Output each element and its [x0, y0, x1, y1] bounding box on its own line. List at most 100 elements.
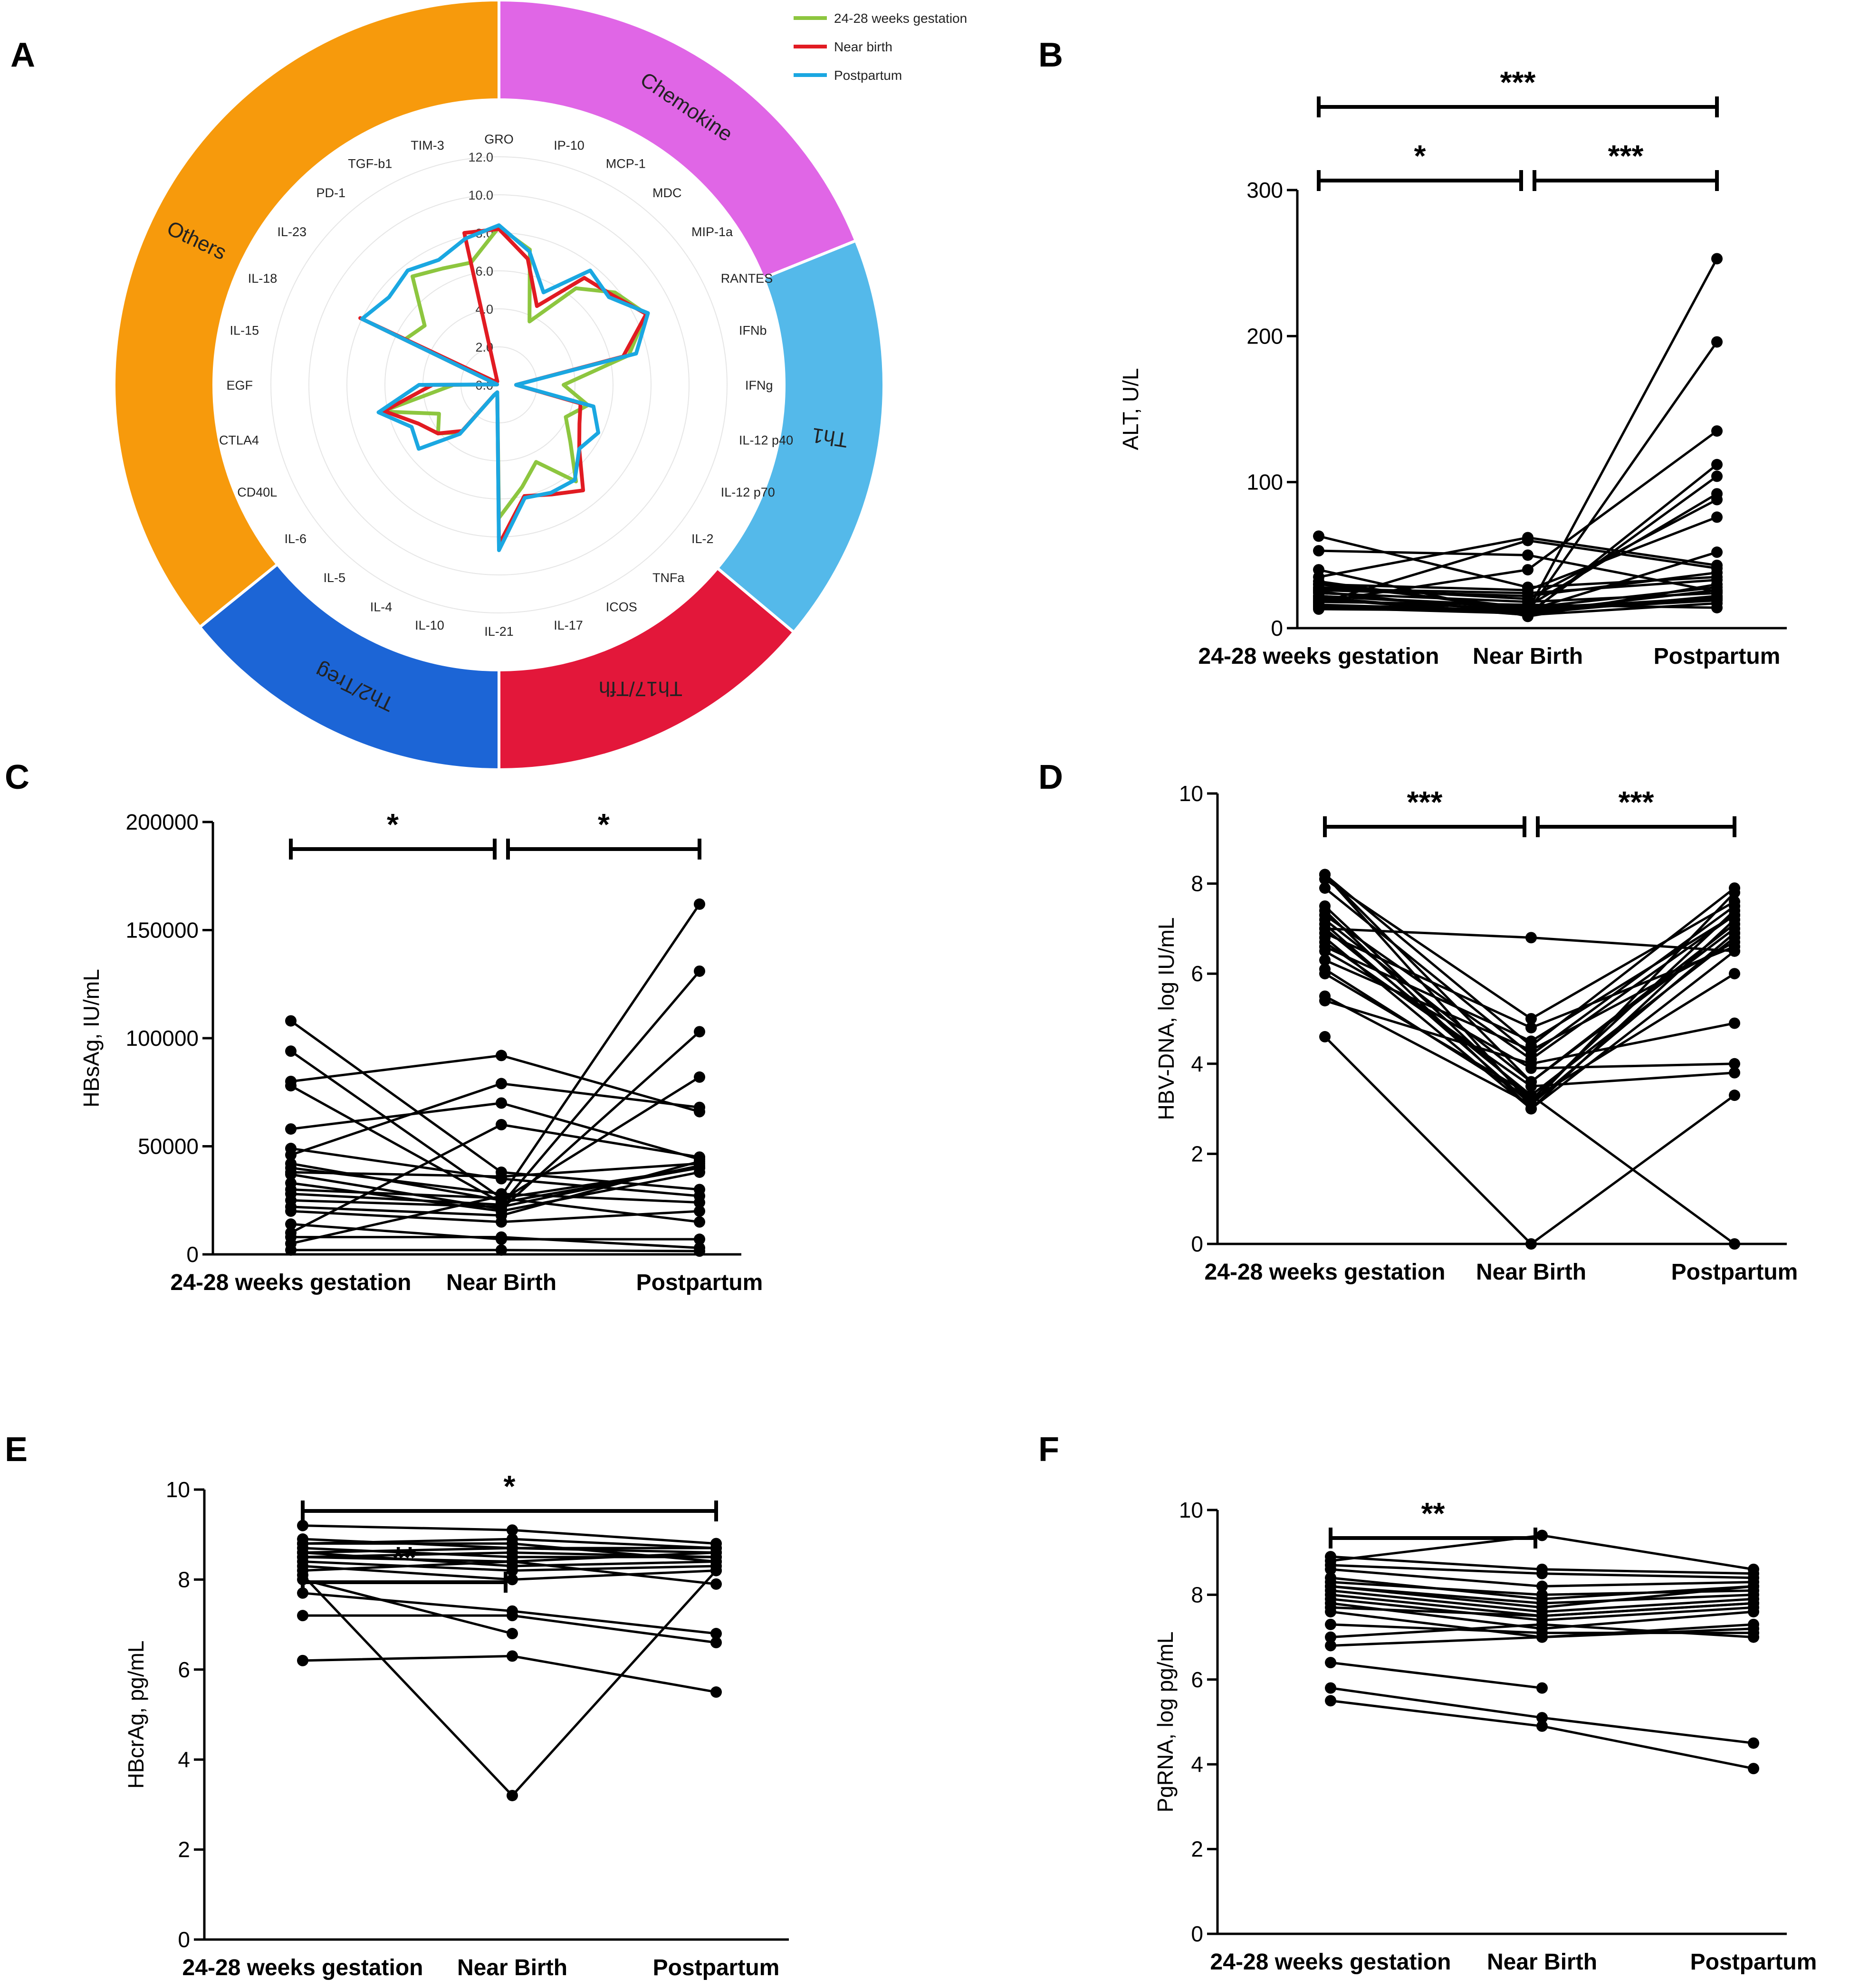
ring-sector-chemokine	[498, 0, 858, 280]
y-tick-label: 6	[1191, 961, 1203, 986]
ring-sector-th17-tfh	[498, 566, 796, 772]
data-point	[1525, 1013, 1537, 1024]
subject-line	[290, 1020, 700, 1191]
data-point	[1711, 494, 1723, 506]
data-point	[1525, 1044, 1537, 1056]
data-point	[694, 1196, 705, 1208]
data-point	[1711, 574, 1723, 586]
data-point	[1313, 600, 1324, 612]
x-category-label: Near Birth	[1476, 1260, 1586, 1285]
data-point	[1325, 1602, 1336, 1614]
data-point	[285, 1143, 297, 1155]
radar-axis-label: TGF-b1	[348, 156, 392, 171]
data-point	[694, 1026, 705, 1038]
y-tick-label: 200000	[126, 810, 199, 834]
data-point	[1711, 425, 1723, 437]
x-category-label: 24-28 weeks gestation	[1205, 1260, 1446, 1285]
subject-line	[302, 1569, 717, 1797]
data-point	[710, 1686, 722, 1698]
y-tick-label: 10	[1179, 1498, 1203, 1522]
data-point	[1729, 918, 1740, 930]
data-point	[694, 1245, 705, 1257]
x-category-label: Near Birth	[457, 1955, 567, 1980]
data-point	[1711, 511, 1723, 523]
data-point	[1711, 602, 1723, 613]
data-point	[1522, 549, 1534, 561]
data-point	[694, 965, 705, 977]
data-point	[710, 1578, 722, 1590]
data-point	[1536, 1602, 1548, 1614]
x-category-label: 24-28 weeks gestation	[171, 1270, 412, 1295]
subject-line	[302, 1578, 513, 1635]
y-tick-label: 4	[178, 1747, 190, 1772]
radar-axis-label: MCP-1	[606, 156, 646, 171]
data-point	[1325, 1551, 1336, 1563]
data-point	[1525, 1090, 1537, 1101]
radar-axis-label: RANTES	[721, 271, 773, 286]
radar-axis-label: EGF	[226, 378, 253, 392]
ring-sector-others	[113, 0, 500, 629]
x-category-label: 24-28 weeks gestation	[182, 1955, 423, 1980]
radar-axis-label: IL-2	[691, 532, 714, 546]
data-point	[1729, 1058, 1740, 1070]
data-point	[1729, 887, 1740, 898]
subject-line	[1318, 258, 1718, 612]
x-category-label: Near Birth	[446, 1270, 556, 1295]
data-point	[1522, 587, 1534, 599]
subject-line	[1330, 1661, 1543, 1690]
radar-series-postpartum	[360, 223, 650, 552]
data-point	[1711, 546, 1723, 558]
significance-label: ***	[1619, 785, 1654, 819]
radar-axis-label: IP-10	[554, 138, 585, 153]
data-point	[1525, 1022, 1537, 1033]
data-point	[285, 1184, 297, 1195]
data-point	[1313, 578, 1324, 590]
data-point	[1729, 909, 1740, 921]
data-point	[285, 1166, 297, 1178]
radar-grid-circle	[308, 194, 690, 575]
data-point	[1319, 968, 1331, 980]
panel-labels: A B C D E F	[5, 36, 1063, 1469]
data-point	[1325, 1695, 1336, 1707]
data-point	[1319, 869, 1331, 880]
data-point	[285, 1201, 297, 1213]
radar-axis-label: IL-12 p40	[739, 433, 793, 447]
data-point	[1711, 336, 1723, 348]
data-point	[285, 1045, 297, 1057]
radar-axis-label: IL-15	[230, 324, 259, 338]
data-point	[1748, 1763, 1759, 1775]
data-point	[1536, 1720, 1548, 1732]
data-point	[1313, 530, 1324, 542]
y-tick-label: 0	[186, 1242, 199, 1267]
panel-f-pgrna-chart: 0 2 4 6 8 10 24-28 weeks gestation Near Birth Po…	[1153, 1496, 1817, 1975]
data-point	[1522, 602, 1534, 613]
data-point	[694, 1156, 705, 1167]
data-point	[1536, 1567, 1548, 1579]
significance-label: *	[387, 807, 399, 841]
legend-label-1: Near birth	[834, 39, 892, 54]
data-point	[285, 1123, 297, 1135]
data-point	[1325, 1580, 1336, 1592]
radar-axis-label: IL-10	[415, 618, 444, 632]
panel-label-f: F	[1038, 1431, 1059, 1469]
data-point	[1325, 1631, 1336, 1643]
data-point	[507, 1610, 518, 1622]
y-tick-label: 100	[1246, 470, 1283, 495]
significance-label: ***	[1608, 139, 1644, 173]
data-point	[297, 1654, 308, 1666]
data-point	[496, 1244, 507, 1256]
radar-axis-label: CD40L	[237, 485, 277, 499]
radar-axis-label: IL-21	[484, 624, 514, 639]
data-point	[496, 1119, 507, 1130]
subject-line	[290, 1101, 700, 1161]
subject-line	[290, 1210, 700, 1223]
data-point	[1729, 927, 1740, 939]
data-point	[507, 1574, 518, 1586]
data-point	[1536, 1529, 1548, 1541]
significance-label: ***	[1407, 785, 1443, 819]
subject-line	[302, 1654, 717, 1693]
data-point	[285, 1244, 297, 1256]
data-point	[710, 1628, 722, 1640]
data-point	[1525, 1099, 1537, 1110]
radar-axis-label: PD-1	[316, 186, 346, 200]
